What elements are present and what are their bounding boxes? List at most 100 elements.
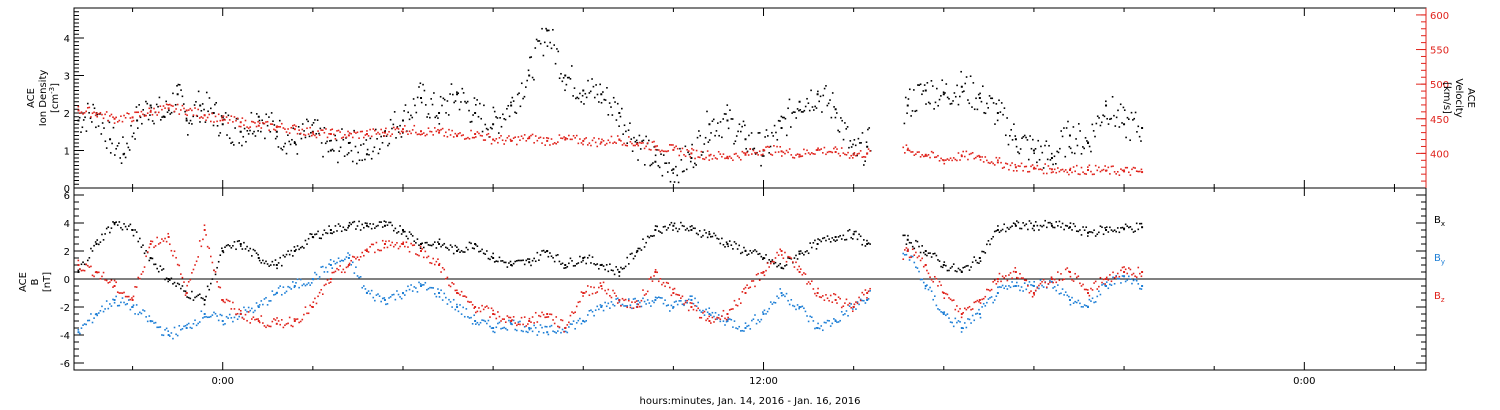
by-sample — [321, 265, 324, 268]
by-sample — [446, 303, 449, 305]
by-sample — [482, 319, 485, 322]
bx-sample — [711, 235, 714, 238]
bx-sample — [998, 231, 1001, 234]
by-sample — [1052, 287, 1054, 289]
bz-sample — [995, 283, 998, 285]
bx-sample — [495, 260, 498, 262]
velocity-sample — [112, 116, 114, 118]
density-sample — [572, 95, 574, 97]
bz-sample — [908, 256, 911, 259]
bx-sample — [112, 221, 114, 223]
x-tick-label: 12:00 — [749, 376, 778, 387]
bx-sample — [558, 260, 561, 263]
bx-sample — [536, 251, 539, 254]
bx-sample — [755, 250, 758, 253]
by-sample — [497, 322, 499, 325]
bx-sample — [1071, 229, 1073, 231]
bx-sample — [905, 243, 908, 246]
bz-sample — [670, 294, 673, 297]
velocity-sample — [993, 164, 996, 166]
density-sample — [410, 114, 412, 117]
bz-sample — [774, 257, 777, 259]
bz-sample — [115, 281, 117, 284]
velocity-sample — [787, 151, 789, 154]
velocity-sample — [952, 157, 955, 159]
density-sample — [950, 102, 953, 105]
bz-sample — [790, 257, 793, 260]
bz-sample — [385, 240, 387, 243]
by-sample — [1064, 291, 1067, 293]
density-sample — [335, 139, 338, 142]
density-sample — [612, 96, 615, 99]
density-sample — [675, 165, 677, 168]
density-sample — [392, 123, 395, 126]
bz-sample — [504, 321, 507, 324]
bx-sample — [708, 230, 711, 233]
bx-point — [528, 261, 531, 264]
bx-point — [906, 238, 909, 241]
density-sample — [1046, 158, 1049, 161]
velocity-sample — [615, 142, 617, 144]
bz-sample — [747, 287, 750, 289]
bz-sample — [293, 318, 296, 320]
velocity-point — [474, 133, 477, 135]
density-sample — [210, 107, 212, 110]
density-sample — [990, 97, 992, 100]
bx-sample — [378, 221, 381, 223]
by-point — [600, 306, 603, 308]
bx-sample — [1072, 222, 1075, 225]
bx-sample — [620, 266, 622, 269]
by-sample — [1039, 279, 1042, 281]
density-sample — [274, 137, 277, 140]
density-sample — [357, 151, 359, 154]
by-sample — [1036, 286, 1039, 288]
bz-sample — [449, 285, 452, 288]
bz-sample — [233, 308, 236, 310]
by-sample — [1094, 301, 1097, 303]
by-sample — [459, 304, 461, 306]
bx-sample — [793, 257, 796, 259]
velocity-point — [383, 131, 386, 134]
velocity-sample — [691, 147, 693, 150]
density-sample — [603, 98, 606, 101]
bx-sample — [139, 237, 141, 240]
by-sample — [927, 288, 930, 291]
density-sample — [104, 140, 107, 143]
velocity-sample — [408, 130, 411, 133]
bx-point — [690, 229, 693, 231]
by-sample — [790, 298, 793, 301]
density-sample — [1065, 127, 1068, 129]
bz-sample — [948, 297, 950, 299]
velocity-sample — [309, 126, 311, 129]
bx-sample — [861, 243, 864, 246]
velocity-sample — [992, 162, 994, 165]
velocity-sample — [348, 132, 351, 134]
density-sample — [353, 129, 355, 132]
bx-sample — [153, 263, 155, 266]
density-sample — [771, 131, 773, 134]
bx-sample — [388, 221, 390, 224]
velocity-point — [744, 153, 747, 156]
bx-sample — [853, 230, 856, 233]
bz-sample — [252, 316, 255, 318]
bx-sample — [309, 233, 311, 235]
bz-sample — [763, 274, 766, 277]
velocity-sample — [1077, 173, 1080, 175]
bz-sample — [993, 279, 996, 282]
bz-sample — [1001, 275, 1004, 278]
bx-sample — [452, 252, 455, 255]
velocity-sample — [452, 136, 455, 138]
bx-sample — [276, 267, 278, 270]
density-point — [996, 112, 999, 114]
by-sample — [1131, 282, 1133, 285]
by-sample — [386, 303, 389, 305]
bz-sample — [680, 297, 682, 299]
bz-sample — [754, 285, 756, 288]
bz-sample — [265, 326, 267, 329]
bx-sample — [815, 248, 818, 250]
density-sample — [120, 162, 123, 164]
velocity-sample — [798, 156, 800, 158]
bx-sample — [631, 252, 633, 255]
bz-point — [293, 320, 296, 322]
density-sample — [341, 128, 343, 130]
